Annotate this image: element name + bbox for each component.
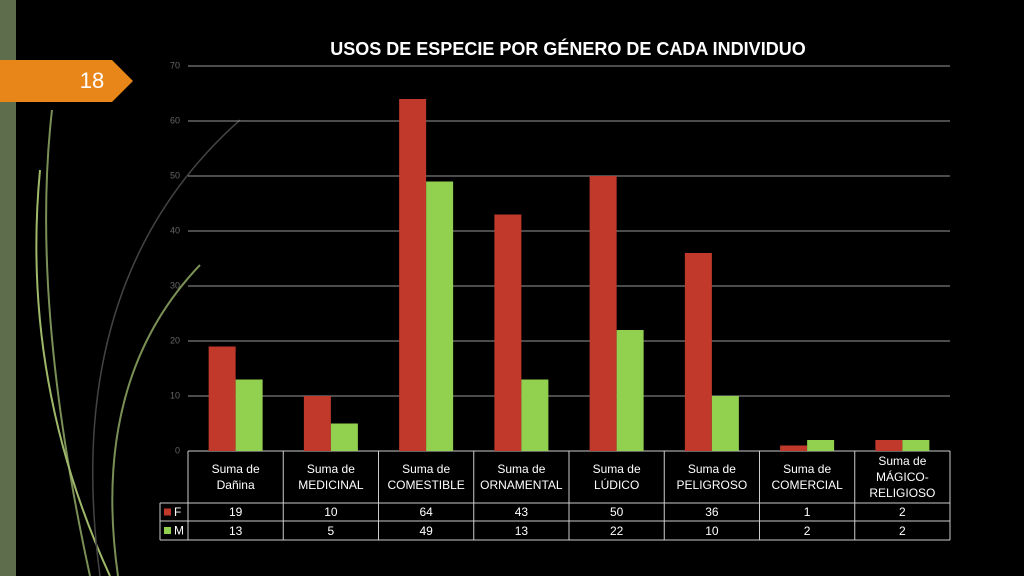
y-tick-label: 50 [170,170,180,180]
table-value: 13 [228,523,243,538]
category-label: Suma de MEDICINAL [298,462,364,492]
legend-swatch [164,508,171,516]
table-value: 49 [419,523,433,538]
legend-swatch [164,527,171,534]
y-tick-label: 30 [170,280,180,290]
table-value: 43 [514,505,529,519]
table-value: 2 [899,505,906,519]
table-value: 1 [803,505,811,519]
bar [684,253,712,451]
table-value: 22 [609,523,624,538]
category-label: Suma de ORNAMENTAL [480,462,563,492]
table-value: 2 [899,523,906,538]
table-value: 36 [705,505,719,519]
bar [902,440,930,451]
bar [330,423,358,451]
slide-number-tab [0,60,133,102]
side-strip [0,0,16,576]
bar [235,379,263,451]
table-value: 19 [228,505,243,519]
y-tick-label: 10 [170,390,180,400]
bar [616,330,644,451]
table-value: 5 [327,523,335,538]
y-tick-label: 70 [170,60,180,70]
table-value: 13 [514,523,529,538]
decor-curve [45,109,91,576]
bar [521,379,549,451]
bar [711,396,739,451]
table-value: 10 [705,523,719,538]
category-label: Suma de COMESTIBLE [387,462,465,492]
bar [426,181,454,451]
category-label: Suma de LÚDICO [592,462,641,492]
decor-curve [91,119,241,576]
chart-title: USOS DE ESPECIE POR GÉNERO DE CADA INDIV… [330,38,805,59]
y-tick-label: 20 [170,335,180,345]
decor-curve [111,264,201,576]
bar [303,396,331,451]
legend-label: F [174,505,181,519]
table-value: 2 [803,523,811,538]
y-tick-label: 40 [170,225,180,235]
slide-number: 18 [80,68,104,93]
table-value: 64 [419,505,433,519]
table-value: 10 [324,505,338,519]
decor-curve [35,169,111,576]
table-value: 50 [609,505,624,519]
category-label: Suma de PELIGROSO [676,462,748,492]
bar [780,445,808,451]
legend-label: M [174,524,184,538]
category-label: Suma de Dañina [211,462,260,492]
bar [589,176,617,451]
bar [399,99,427,451]
bar [875,440,903,451]
category-label: Suma de COMERCIAL [771,462,843,492]
bar [494,214,522,451]
y-tick-label: 0 [175,445,180,455]
category-label: Suma de MÁGICO-RELIGIOSO [869,454,936,500]
bar [208,346,236,451]
y-tick-label: 60 [170,115,180,125]
bar [807,440,835,451]
